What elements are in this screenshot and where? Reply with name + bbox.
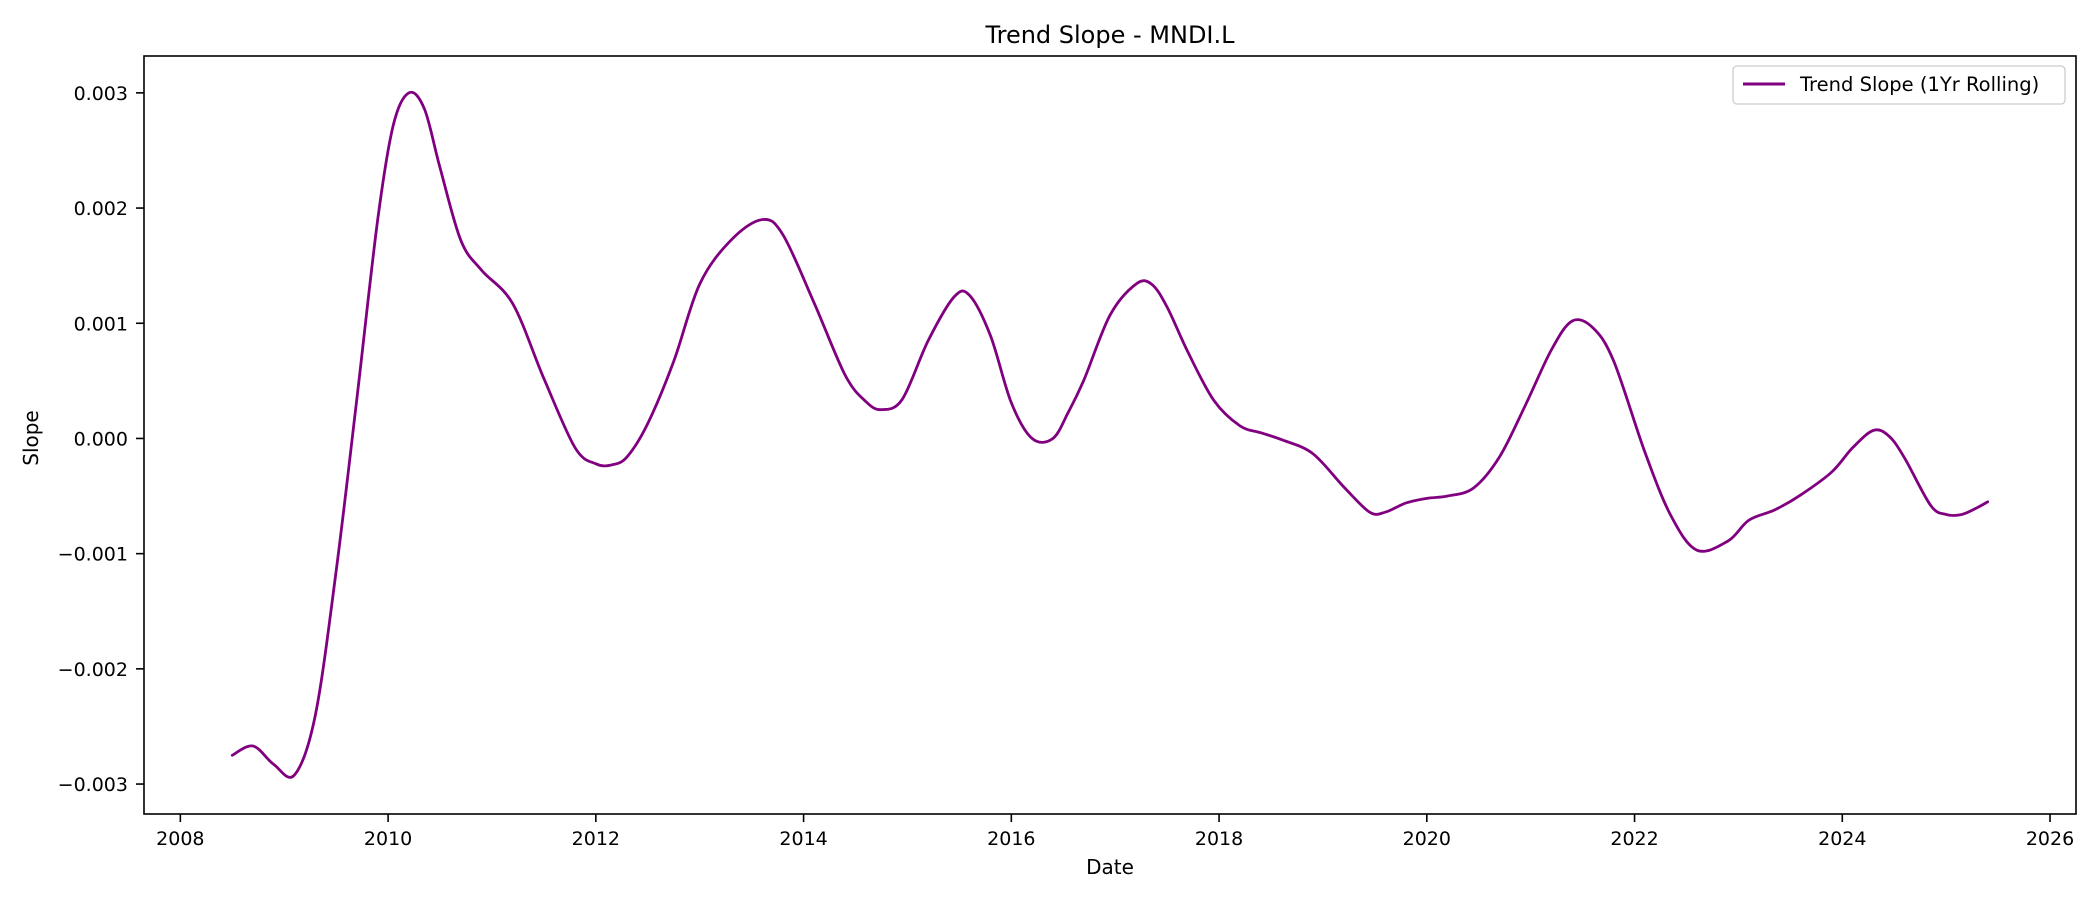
x-tick-label: 2020 xyxy=(1403,828,1451,850)
y-tick-label: 0.003 xyxy=(74,83,128,105)
x-tick-label: 2008 xyxy=(156,828,204,850)
y-axis-title: Slope xyxy=(19,410,43,466)
x-tick-label: 2026 xyxy=(2026,828,2074,850)
chart-title: Trend Slope - MNDI.L xyxy=(984,21,1235,49)
y-axis: −0.003 −0.002 −0.001 0.000 0.001 0.002 0.003 xyxy=(58,83,144,796)
x-tick-label: 2024 xyxy=(1818,828,1866,850)
plot-frame xyxy=(143,55,2077,815)
y-tick-label: 0.000 xyxy=(74,428,128,450)
x-tick-label: 2014 xyxy=(779,828,827,850)
series-line-trend-slope xyxy=(230,90,1990,779)
y-tick-label: 0.001 xyxy=(74,313,128,335)
x-tick-label: 2016 xyxy=(987,828,1035,850)
y-tick-label: −0.001 xyxy=(58,544,128,566)
x-axis: 2008 2010 2012 2014 2016 2018 2020 2022 2024 2026 xyxy=(156,814,2074,850)
x-tick-label: 2010 xyxy=(364,828,412,850)
x-tick-label: 2022 xyxy=(1610,828,1658,850)
legend-label: Trend Slope (1Yr Rolling) xyxy=(1799,73,2039,96)
plot-area xyxy=(230,90,1990,779)
x-axis-title: Date xyxy=(1086,855,1134,879)
y-tick-label: −0.002 xyxy=(58,659,128,681)
x-tick-label: 2018 xyxy=(1195,828,1243,850)
y-tick-label: −0.003 xyxy=(58,774,128,796)
x-tick-label: 2012 xyxy=(572,828,620,850)
y-tick-label: 0.002 xyxy=(74,198,128,220)
legend: Trend Slope (1Yr Rolling) xyxy=(1732,65,2066,105)
legend-box xyxy=(1732,65,2066,105)
